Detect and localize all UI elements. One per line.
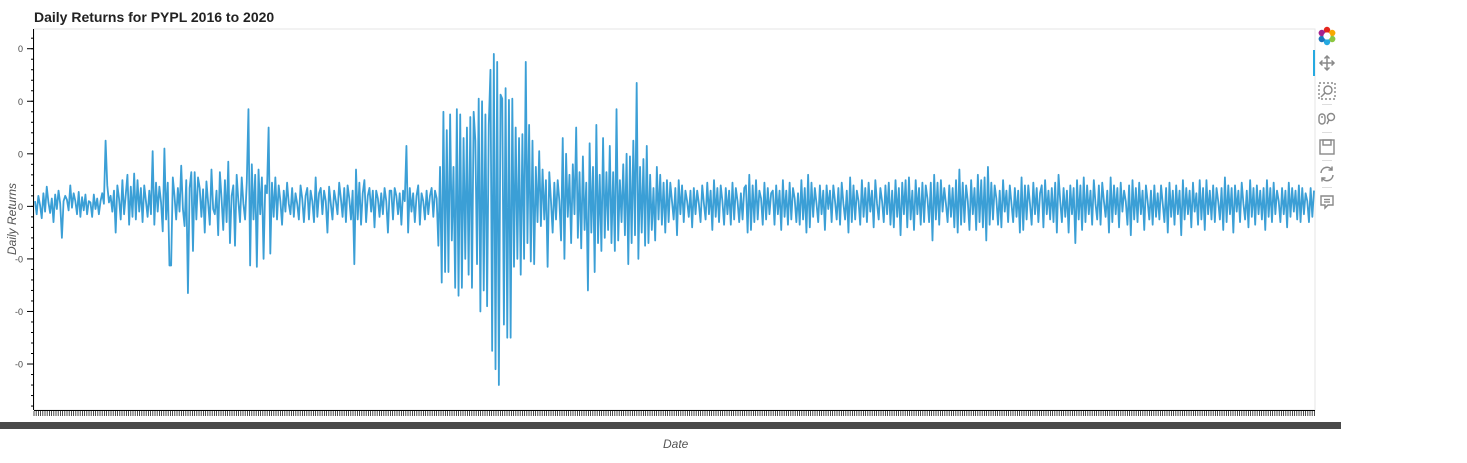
toolbar-separator xyxy=(1322,132,1332,133)
box-zoom-icon[interactable] xyxy=(1317,81,1337,101)
x-axis-label: Date xyxy=(663,437,689,451)
y-tick-label: 0 xyxy=(18,44,23,54)
y-tick-label: 0 xyxy=(18,149,23,159)
y-tick-label: -0 xyxy=(15,360,23,370)
y-tick-label: -0 xyxy=(15,307,23,317)
toolbar-separator xyxy=(1322,104,1332,105)
y-tick-label: 0 xyxy=(18,97,23,107)
save-icon[interactable] xyxy=(1317,137,1337,157)
pan-icon[interactable] xyxy=(1317,53,1337,73)
x-tick-marks xyxy=(33,411,1315,416)
bokeh-logo-icon[interactable] xyxy=(1317,26,1337,46)
horizontal-scrollbar[interactable] xyxy=(0,422,1341,429)
series-line-0 xyxy=(34,53,1315,386)
y-tick-label: 0 xyxy=(18,202,23,212)
toolbar-separator xyxy=(1322,160,1332,161)
wheel-zoom-icon[interactable] xyxy=(1317,109,1337,129)
y-axis: 0 0 0 0 -0 -0 -0 xyxy=(15,29,34,410)
chart-toolbar xyxy=(1313,26,1341,216)
y-tick-label: -0 xyxy=(15,254,23,264)
chart-title: Daily Returns for PYPL 2016 to 2020 xyxy=(34,9,275,25)
toolbar-separator xyxy=(1322,187,1332,188)
active-tool-indicator xyxy=(1313,50,1315,76)
reset-icon[interactable] xyxy=(1317,164,1337,184)
x-axis xyxy=(33,410,1315,416)
hover-icon[interactable] xyxy=(1317,192,1337,212)
series-group xyxy=(34,53,1315,386)
y-axis-label: Daily Returns xyxy=(5,182,20,256)
